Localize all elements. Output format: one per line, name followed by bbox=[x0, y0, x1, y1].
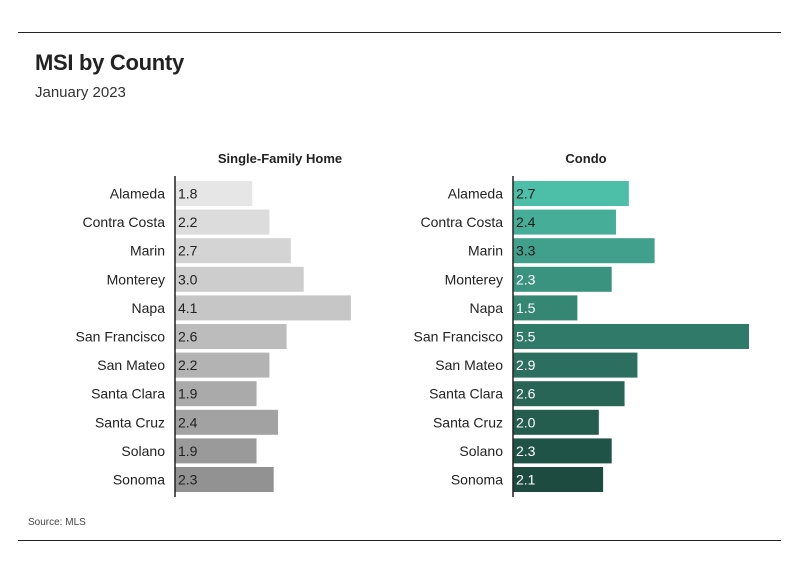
category-label-sfh: Solano bbox=[121, 443, 165, 459]
value-label-sfh: 3.0 bbox=[178, 271, 198, 287]
category-label-condo: Santa Cruz bbox=[433, 414, 503, 430]
bar-condo bbox=[513, 181, 629, 206]
category-label-condo: Monterey bbox=[445, 271, 503, 287]
category-label-sfh: Marin bbox=[130, 243, 165, 259]
panel-condo: Condo Alameda 2.7 Contra Costa 2.4 Marin 3.3 Mo… bbox=[414, 151, 749, 497]
value-label-condo: 2.3 bbox=[516, 443, 536, 459]
bar-condo bbox=[513, 352, 638, 378]
bar-sfh bbox=[175, 438, 257, 464]
bar-sfh bbox=[175, 266, 304, 292]
chart-subtitle: January 2023 bbox=[35, 84, 126, 101]
value-label-sfh: 2.7 bbox=[178, 243, 198, 259]
category-label-sfh: Santa Clara bbox=[91, 386, 165, 402]
bar-sfh bbox=[175, 295, 351, 321]
bar-sfh bbox=[175, 324, 287, 349]
value-label-sfh: 2.2 bbox=[178, 357, 198, 373]
category-label-sfh: Alameda bbox=[110, 186, 165, 202]
value-label-condo: 2.7 bbox=[516, 186, 536, 202]
bar-sfh bbox=[175, 352, 270, 378]
value-label-sfh: 2.4 bbox=[178, 414, 198, 430]
value-label-condo: 2.0 bbox=[516, 414, 536, 430]
bar-condo bbox=[513, 324, 749, 349]
bar-sfh bbox=[175, 381, 257, 407]
category-label-sfh: Sonoma bbox=[113, 472, 165, 488]
value-label-sfh: 4.1 bbox=[178, 300, 198, 316]
category-label-sfh: Napa bbox=[132, 300, 166, 316]
bar-condo bbox=[513, 266, 612, 292]
value-label-sfh: 1.9 bbox=[178, 443, 198, 459]
bar-sfh bbox=[175, 209, 270, 235]
category-label-sfh: San Francisco bbox=[76, 329, 166, 345]
value-label-sfh: 2.3 bbox=[178, 472, 198, 488]
bottom-rule bbox=[18, 540, 781, 541]
bar-sfh bbox=[175, 409, 278, 435]
value-label-sfh: 2.6 bbox=[178, 329, 198, 345]
value-label-condo: 1.5 bbox=[516, 300, 536, 316]
value-label-condo: 2.9 bbox=[516, 357, 536, 373]
top-rule bbox=[18, 32, 781, 33]
value-label-condo: 5.5 bbox=[516, 329, 536, 345]
bar-sfh bbox=[175, 181, 253, 206]
category-label-condo: Napa bbox=[470, 300, 504, 316]
value-label-condo: 3.3 bbox=[516, 243, 536, 259]
category-label-condo: San Mateo bbox=[435, 357, 503, 373]
value-label-sfh: 1.8 bbox=[178, 186, 198, 202]
category-label-condo: San Francisco bbox=[414, 329, 504, 345]
source-note: Source: MLS bbox=[28, 517, 86, 528]
value-label-sfh: 2.2 bbox=[178, 214, 198, 230]
bar-condo bbox=[513, 381, 625, 407]
panel-title-condo: Condo bbox=[565, 151, 606, 166]
bar-condo bbox=[513, 409, 599, 435]
value-label-sfh: 1.9 bbox=[178, 386, 198, 402]
category-label-sfh: San Mateo bbox=[97, 357, 165, 373]
category-label-condo: Sonoma bbox=[451, 472, 503, 488]
bar-condo bbox=[513, 209, 616, 235]
category-label-condo: Solano bbox=[459, 443, 503, 459]
bar-condo bbox=[513, 238, 655, 264]
category-label-condo: Contra Costa bbox=[421, 214, 504, 230]
bar-condo bbox=[513, 467, 604, 492]
panel-sfh: Single-Family Home Alameda 1.8 Contra Costa… bbox=[76, 151, 351, 497]
category-label-condo: Alameda bbox=[448, 186, 503, 202]
category-label-sfh: Monterey bbox=[107, 271, 165, 287]
value-label-condo: 2.1 bbox=[516, 472, 536, 488]
category-label-sfh: Santa Cruz bbox=[95, 414, 165, 430]
bar-condo bbox=[513, 438, 612, 464]
category-label-condo: Santa Clara bbox=[429, 386, 503, 402]
panel-title-sfh: Single-Family Home bbox=[218, 151, 342, 166]
value-label-condo: 2.4 bbox=[516, 214, 536, 230]
value-label-condo: 2.3 bbox=[516, 271, 536, 287]
chart-title: MSI by County bbox=[35, 50, 184, 75]
bar-condo bbox=[513, 295, 578, 321]
bar-sfh bbox=[175, 467, 274, 492]
value-label-condo: 2.6 bbox=[516, 386, 536, 402]
bar-sfh bbox=[175, 238, 291, 264]
category-label-sfh: Contra Costa bbox=[83, 214, 166, 230]
category-label-condo: Marin bbox=[468, 243, 503, 259]
